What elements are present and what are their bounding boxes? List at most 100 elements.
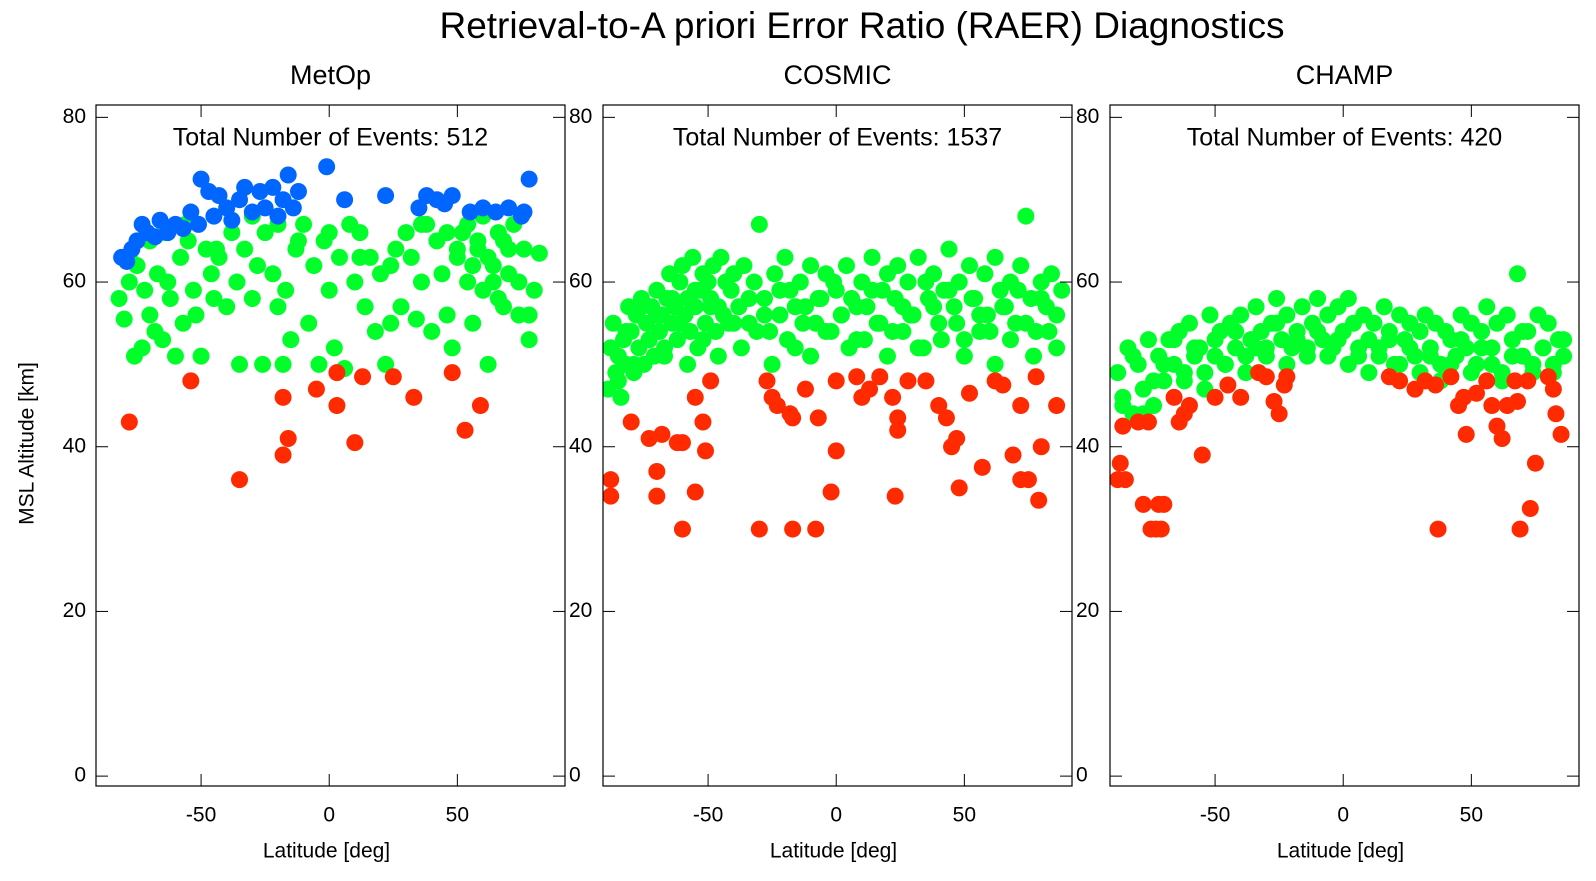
scatter-point (1165, 331, 1183, 349)
scatter-point (1139, 331, 1157, 349)
scatter-point (1508, 392, 1526, 410)
scatter-point (318, 158, 336, 176)
scatter-point (1555, 331, 1573, 349)
scatter-point (1360, 364, 1378, 382)
scatter-point (387, 240, 405, 258)
scatter-point (1365, 314, 1383, 332)
scatter-point (407, 310, 425, 328)
scatter-point (948, 430, 966, 448)
scatter-point (899, 372, 917, 390)
scatter-point (755, 306, 773, 324)
scatter-point (274, 446, 292, 464)
scatter-point (1032, 438, 1050, 456)
scatter-point (1391, 372, 1409, 390)
scatter-point (709, 347, 727, 365)
scatter-point (632, 298, 650, 316)
scatter-point (673, 520, 691, 538)
scatter-point (1270, 405, 1288, 423)
scatter-point (1544, 380, 1562, 398)
scatter-point (776, 248, 794, 266)
scatter-point (930, 397, 948, 415)
scatter-point (717, 273, 735, 291)
scatter-point (351, 248, 369, 266)
scatter-point (1111, 454, 1129, 472)
scatter-point (1493, 430, 1511, 448)
scatter-point (1329, 331, 1347, 349)
scatter-point (236, 178, 254, 196)
scatter-point (994, 298, 1012, 316)
y-tick-label: 20 (63, 599, 86, 622)
scatter-point (136, 281, 154, 299)
scatter-point (766, 265, 784, 283)
scatter-point (686, 298, 704, 316)
scatter-point (1506, 372, 1524, 390)
scatter-point (1552, 425, 1570, 443)
scatter-point (231, 471, 249, 489)
scatter-point (1478, 298, 1496, 316)
scatter-point (1350, 339, 1368, 357)
scatter-point (771, 281, 789, 299)
scatter-point (1483, 397, 1501, 415)
scatter-point (1455, 388, 1473, 406)
scatter-point (894, 322, 912, 340)
scatter-point (402, 248, 420, 266)
scatter-point (520, 306, 538, 324)
panel: CHAMP Total Number of Events: 420 0 20 40 60 8… (1076, 60, 1580, 863)
scatter-point (745, 273, 763, 291)
scatter-point (328, 364, 346, 382)
scatter-point (750, 520, 768, 538)
scatter-point (392, 298, 410, 316)
scatter-point (146, 228, 164, 246)
scatter-point (1040, 322, 1058, 340)
scatter-point (307, 380, 325, 398)
scatter-point (251, 182, 269, 200)
scatter-point (1019, 471, 1037, 489)
scatter-point (668, 331, 686, 349)
scatter-point (525, 281, 543, 299)
scatter-point (1268, 290, 1286, 308)
scatter-point (1025, 347, 1043, 365)
scatter-point (1193, 446, 1211, 464)
scatter-point (950, 479, 968, 497)
scatter-point (438, 224, 456, 242)
scatter-point (448, 240, 466, 258)
scatter-point (366, 322, 384, 340)
scatter-point (848, 298, 866, 316)
scatter-point (809, 290, 827, 308)
scatter-point (653, 425, 671, 443)
scatter-point (945, 298, 963, 316)
scatter-point (603, 471, 620, 489)
scatter-point (464, 257, 482, 275)
scatter-point (679, 355, 697, 373)
scatter-point (1001, 331, 1019, 349)
scatter-point (412, 215, 430, 233)
scatter-point (917, 273, 935, 291)
scatter-point (289, 182, 307, 200)
scatter-point (456, 421, 474, 439)
scatter-point (1009, 281, 1027, 299)
scatter-point (1012, 257, 1030, 275)
scatter-point (1032, 290, 1050, 308)
x-tick-label: -50 (693, 804, 723, 827)
scatter-point (640, 430, 658, 448)
y-tick-label: 80 (569, 105, 592, 128)
scatter-point (110, 290, 128, 308)
scatter-point (886, 290, 904, 308)
scatter-point (1139, 413, 1157, 431)
scatter-point (494, 298, 512, 316)
scatter-point (1521, 499, 1539, 517)
scatter-point (1442, 355, 1460, 373)
y-tick-label: 60 (1076, 270, 1099, 293)
scatter-point (256, 224, 274, 242)
x-axis-label: Latitude [deg] (770, 840, 897, 863)
scatter-point (1421, 347, 1439, 365)
scatter-point (827, 372, 845, 390)
x-tick-label: -50 (1200, 804, 1230, 827)
scatter-point (487, 203, 505, 221)
scatter-point (120, 273, 138, 291)
scatter-point (1124, 347, 1142, 365)
scatter-point (474, 199, 492, 217)
scatter-point (1048, 306, 1066, 324)
scatter-point (1175, 364, 1193, 382)
